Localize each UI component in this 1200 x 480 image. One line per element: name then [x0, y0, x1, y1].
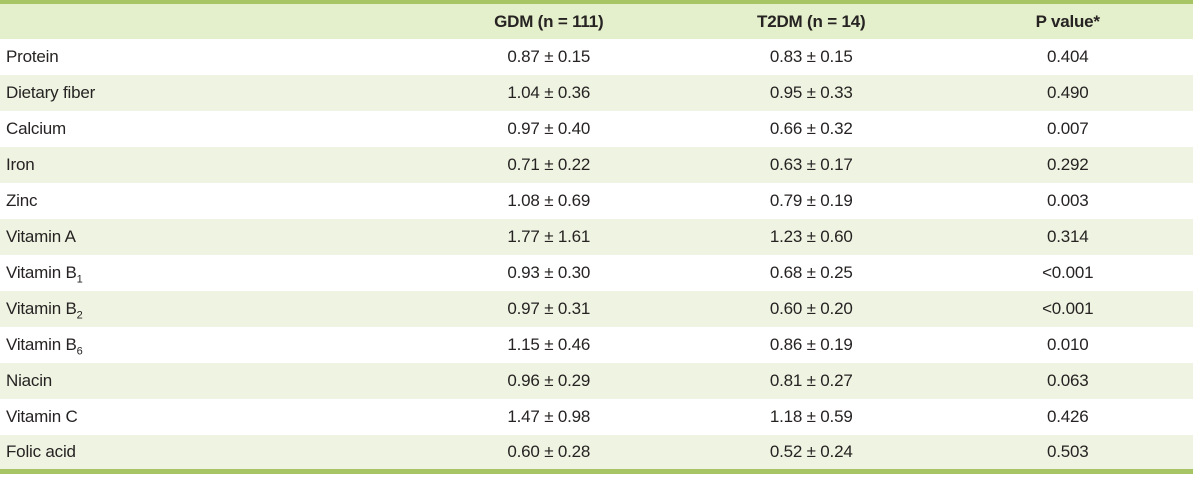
gdm-value: 0.60 ± 0.28: [507, 441, 591, 461]
p-value: 0.007: [1046, 119, 1089, 138]
gdm-value: 0.97 ± 0.40: [507, 119, 591, 138]
row-label-text: Zinc: [6, 191, 38, 210]
row-label-subscript: 2: [76, 309, 83, 322]
row-label: Iron: [0, 147, 418, 183]
row-label-text: Protein: [6, 47, 59, 66]
gdm-value: 0.93 ± 0.30: [507, 263, 591, 282]
table-header: GDM (n = 111) T2DM (n = 14) P value*: [0, 2, 1193, 39]
row-label-text: Vitamin B: [6, 263, 77, 282]
table-body: Protein 0.87 ± 0.15 0.83 ± 0.15 0.404 Dietar…: [0, 39, 1193, 471]
t2dm-value: 0.66 ± 0.32: [769, 119, 853, 138]
row-label: Vitamin B2: [0, 291, 418, 327]
row-label-text: Vitamin B: [6, 335, 77, 354]
table-row: Zinc 1.08 ± 0.69 0.79 ± 0.19 0.003: [0, 183, 1193, 219]
table-row: Vitamin B6 1.15 ± 0.46 0.86 ± 0.19 0.010: [0, 327, 1193, 363]
row-label: Protein: [0, 39, 418, 75]
gdm-value: 0.71 ± 0.22: [507, 155, 591, 174]
t2dm-value: 1.18 ± 0.59: [769, 407, 853, 426]
p-value: 0.426: [1046, 407, 1089, 426]
p-value: <0.001: [1042, 263, 1094, 282]
gdm-value: 1.08 ± 0.69: [507, 191, 591, 210]
gdm-value: 1.47 ± 0.98: [507, 407, 591, 426]
table-row: Calcium 0.97 ± 0.40 0.66 ± 0.32 0.007: [0, 111, 1193, 147]
p-value: 0.010: [1046, 335, 1089, 354]
t2dm-value: 0.81 ± 0.27: [769, 371, 853, 390]
p-value: 0.490: [1046, 83, 1089, 102]
header-cell-empty: [0, 2, 418, 39]
row-label-text: Iron: [6, 155, 35, 174]
t2dm-value: 0.86 ± 0.19: [769, 335, 853, 354]
table-row: Vitamin B1 0.93 ± 0.30 0.68 ± 0.25 <0.001: [0, 255, 1193, 291]
row-label: Vitamin A: [0, 219, 418, 255]
row-label-subscript: 1: [76, 273, 83, 286]
gdm-value: 1.77 ± 1.61: [507, 227, 591, 246]
row-label-text: Vitamin A: [6, 227, 76, 246]
row-label-text: Niacin: [6, 371, 53, 390]
row-label: Vitamin C: [0, 399, 418, 435]
t2dm-value: 1.23 ± 0.60: [769, 227, 853, 246]
t2dm-value: 0.68 ± 0.25: [769, 263, 853, 282]
header-cell-gdm: GDM (n = 111): [417, 2, 680, 39]
row-label-subscript: 6: [76, 345, 83, 358]
row-label: Dietary fiber: [0, 75, 418, 111]
p-value: 0.404: [1046, 47, 1089, 66]
p-value: 0.503: [1046, 441, 1089, 461]
row-label: Vitamin B1: [0, 255, 418, 291]
table-row: Protein 0.87 ± 0.15 0.83 ± 0.15 0.404: [0, 39, 1193, 75]
row-label: Niacin: [0, 363, 418, 399]
p-value: 0.292: [1046, 155, 1089, 174]
gdm-value: 0.96 ± 0.29: [507, 371, 591, 390]
t2dm-value: 0.60 ± 0.20: [769, 299, 853, 318]
row-label: Folic acid: [0, 435, 418, 471]
p-value: <0.001: [1042, 299, 1094, 318]
header-cell-t2dm: T2DM (n = 14): [680, 2, 943, 39]
p-value: 0.003: [1046, 191, 1089, 210]
row-label-text: Calcium: [6, 119, 67, 138]
table-row: Iron 0.71 ± 0.22 0.63 ± 0.17 0.292: [0, 147, 1193, 183]
header-cell-pvalue: P value*: [942, 2, 1193, 39]
t2dm-value: 0.95 ± 0.33: [769, 83, 853, 102]
row-label-text: Vitamin C: [6, 407, 78, 426]
row-label: Zinc: [0, 183, 418, 219]
header-row: GDM (n = 111) T2DM (n = 14) P value*: [0, 2, 1193, 39]
gdm-value: 1.04 ± 0.36: [507, 83, 591, 102]
p-value: 0.314: [1046, 227, 1089, 246]
table-row: Vitamin C 1.47 ± 0.98 1.18 ± 0.59 0.426: [0, 399, 1193, 435]
row-label: Calcium: [0, 111, 418, 147]
table-row: Dietary fiber 1.04 ± 0.36 0.95 ± 0.33 0.490: [0, 75, 1193, 111]
gdm-value: 1.15 ± 0.46: [507, 335, 591, 354]
row-label: Vitamin B6: [0, 327, 418, 363]
table-row: Vitamin A 1.77 ± 1.61 1.23 ± 0.60 0.314: [0, 219, 1193, 255]
t2dm-value: 0.63 ± 0.17: [769, 155, 853, 174]
row-label-text: Vitamin B: [6, 299, 77, 318]
table-row: Niacin 0.96 ± 0.29 0.81 ± 0.27 0.063: [0, 363, 1193, 399]
table-row: Vitamin B2 0.97 ± 0.31 0.60 ± 0.20 <0.001: [0, 291, 1193, 327]
p-value: 0.063: [1046, 371, 1089, 390]
gdm-value: 0.87 ± 0.15: [507, 47, 591, 66]
row-label-text: Dietary fiber: [6, 83, 96, 102]
t2dm-value: 0.52 ± 0.24: [769, 441, 853, 461]
table-row: Folic acid 0.60 ± 0.28 0.52 ± 0.24 0.503: [0, 435, 1193, 471]
t2dm-value: 0.79 ± 0.19: [769, 191, 853, 210]
row-label-text: Folic acid: [6, 441, 76, 461]
t2dm-value: 0.83 ± 0.15: [769, 47, 853, 66]
gdm-value: 0.97 ± 0.31: [507, 299, 591, 318]
